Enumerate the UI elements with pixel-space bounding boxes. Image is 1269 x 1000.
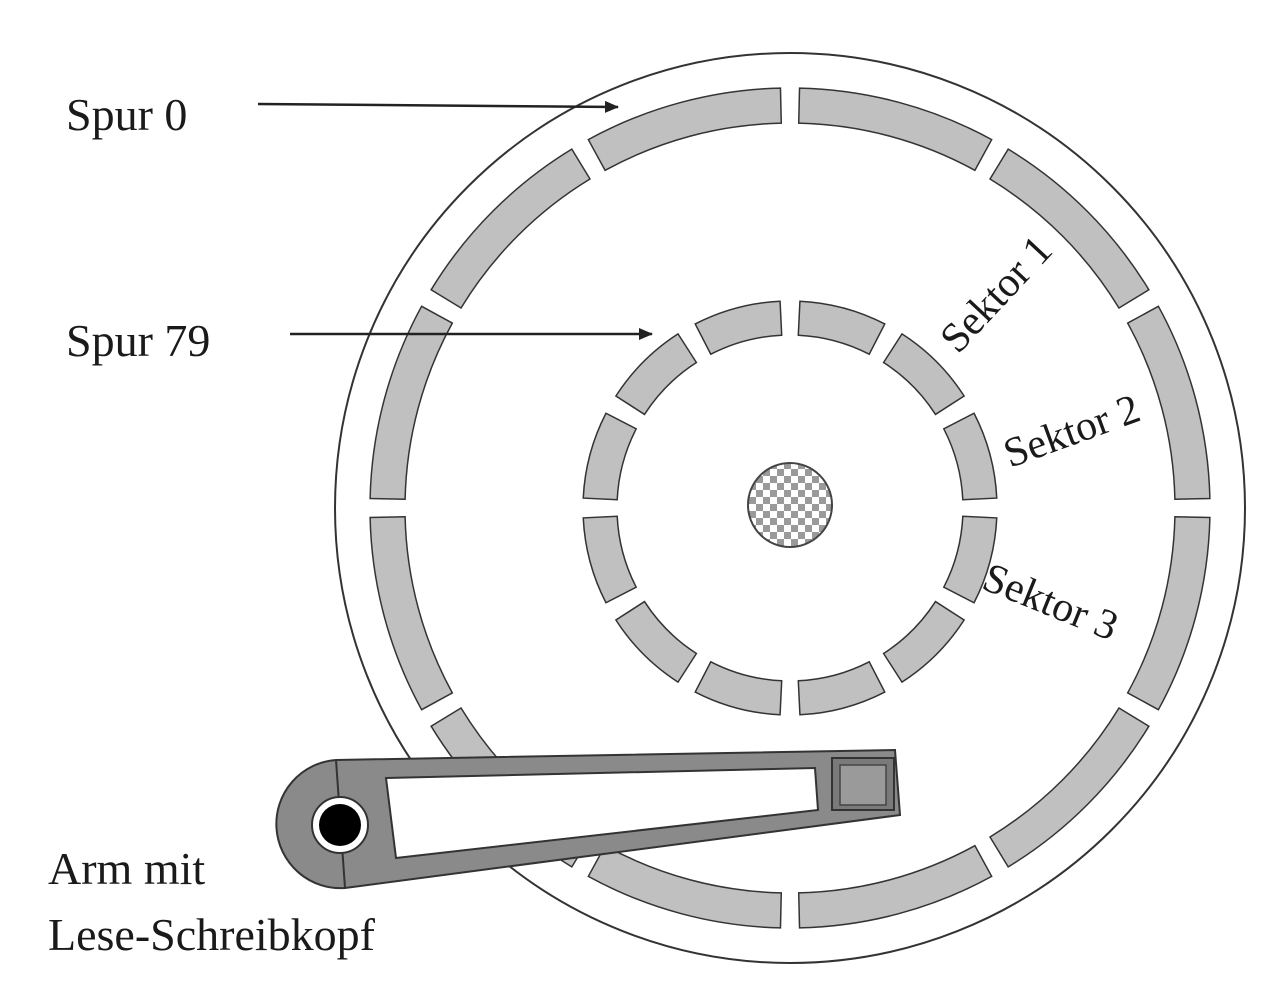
inner-track-sector-1 (797, 300, 886, 356)
label-arm-line1: Arm mit (48, 843, 205, 894)
label-spur-79: Spur 79 (66, 315, 210, 366)
inner-track-sector-5 (882, 600, 966, 684)
outer-track-sector-2 (988, 148, 1150, 310)
outer-track-sector-5 (988, 706, 1150, 868)
outer-track-sector-10 (369, 305, 454, 501)
arm-cutout (384, 766, 820, 860)
inner-track-sector-12 (694, 300, 783, 356)
outer-track-sector-11 (430, 148, 592, 310)
inner-track-sector-9 (582, 515, 638, 604)
inner-track-spur-79 (582, 300, 998, 716)
label-spur-0: Spur 0 (66, 89, 187, 140)
outer-track-sector-9 (369, 515, 454, 711)
outer-track-sector-1 (797, 87, 993, 172)
spindle-hub (747, 462, 833, 548)
read-write-arm (275, 748, 902, 890)
inner-track-sector-6 (797, 660, 886, 716)
arrow-spur-0 (257, 100, 619, 113)
inner-track-sector-8 (614, 600, 698, 684)
inner-track-sector-2 (882, 332, 966, 416)
inner-track-sector-3 (942, 412, 998, 501)
label-arm-line2: Lese-Schreibkopf (48, 909, 376, 960)
inner-track-sector-10 (582, 412, 638, 501)
outer-track-sector-3 (1126, 305, 1211, 501)
inner-track-sector-7 (694, 660, 783, 716)
outer-track-sector-6 (797, 844, 993, 929)
outer-track-sector-4 (1126, 515, 1211, 711)
inner-track-sector-11 (614, 332, 698, 416)
arm-pivot (319, 804, 361, 846)
read-write-head-inner (839, 764, 887, 806)
outer-track-sector-12 (587, 87, 783, 172)
inner-track-sector-4 (942, 515, 998, 604)
outer-track-spur-0 (369, 87, 1211, 929)
